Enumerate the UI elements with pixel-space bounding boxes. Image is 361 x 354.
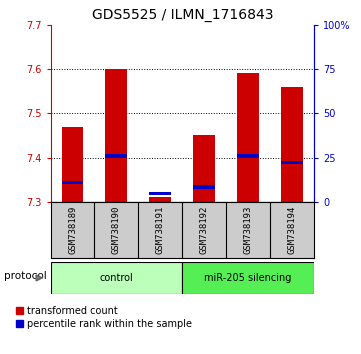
Bar (281, 161, 303, 164)
Bar (182, 262, 314, 294)
Text: GSM738194: GSM738194 (288, 206, 297, 254)
Text: GSM738190: GSM738190 (112, 206, 121, 254)
Legend: transformed count, percentile rank within the sample: transformed count, percentile rank withi… (16, 306, 192, 329)
Bar (193, 135, 215, 202)
Bar (61, 126, 83, 202)
Text: protocol: protocol (4, 271, 47, 281)
Text: control: control (100, 273, 133, 283)
Bar (149, 197, 171, 202)
Bar (281, 87, 303, 202)
Bar (51, 262, 182, 294)
Text: GSM738191: GSM738191 (156, 206, 165, 254)
Text: GSM738193: GSM738193 (244, 206, 253, 254)
Title: GDS5525 / ILMN_1716843: GDS5525 / ILMN_1716843 (92, 8, 273, 22)
Bar (237, 154, 259, 158)
Bar (237, 73, 259, 202)
Text: GSM738192: GSM738192 (200, 206, 209, 254)
Text: miR-205 silencing: miR-205 silencing (204, 273, 292, 283)
Bar (193, 185, 215, 188)
Bar (105, 154, 127, 158)
Bar (61, 181, 83, 184)
Bar (149, 192, 171, 195)
Bar (105, 69, 127, 202)
Text: GSM738189: GSM738189 (68, 206, 77, 254)
